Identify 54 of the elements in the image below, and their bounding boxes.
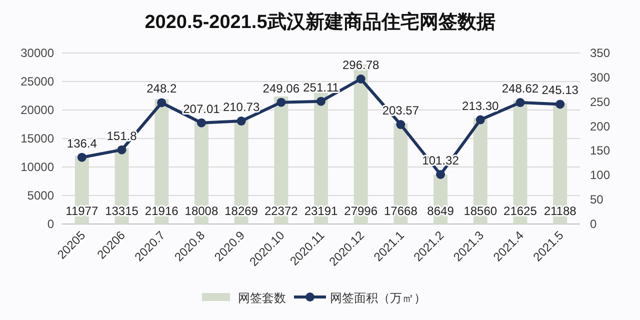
data-label: 18008 — [184, 204, 218, 218]
point — [316, 96, 326, 106]
point — [396, 120, 406, 130]
y-tick-label: 20000 — [20, 103, 54, 117]
point — [77, 152, 86, 162]
point — [236, 116, 246, 126]
data-label: 13315 — [105, 204, 139, 218]
data-label: 248.2 — [146, 82, 177, 96]
legend-label: 网签套数 — [238, 291, 286, 305]
data-label: 22372 — [264, 204, 298, 218]
data-label: 251.11 — [303, 80, 340, 94]
data-label: 136.4 — [66, 136, 98, 150]
y2-tick-label: 150 — [590, 144, 610, 158]
data-label: 21916 — [144, 204, 179, 218]
data-label: 17668 — [384, 204, 418, 218]
y-tick-label: 0 — [47, 217, 54, 231]
data-label: 248.62 — [502, 82, 539, 96]
point — [276, 98, 286, 107]
data-label: 8649 — [427, 204, 454, 218]
data-label: 210.73 — [222, 100, 260, 114]
y-tick-label: 5000 — [27, 188, 54, 202]
y2-tick-label: 300 — [590, 70, 610, 84]
point — [436, 170, 446, 179]
point — [556, 100, 565, 109]
data-label: 296.78 — [342, 58, 380, 72]
data-label: 27996 — [344, 204, 378, 218]
data-label: 245.13 — [542, 83, 579, 98]
point — [356, 74, 366, 84]
y-tick-label: 10000 — [20, 160, 54, 174]
data-label: 23191 — [304, 204, 338, 218]
y-tick-label: 25000 — [20, 74, 54, 88]
point — [516, 98, 525, 108]
point — [476, 115, 485, 124]
point — [117, 145, 126, 154]
data-label: 21188 — [544, 204, 577, 218]
data-label: 207.01 — [183, 102, 220, 116]
y2-tick-label: 100 — [590, 168, 610, 182]
data-label: 213.30 — [462, 98, 500, 113]
y-tick-label: 30000 — [20, 46, 54, 60]
y2-tick-label: 50 — [590, 192, 604, 207]
data-label: 18560 — [464, 204, 498, 218]
legend-label: 网签面积（万㎡） — [330, 291, 426, 305]
y2-tick-label: 0 — [590, 217, 597, 231]
data-label: 11977 — [66, 204, 98, 218]
data-label: 21625 — [504, 204, 538, 218]
y2-tick-label: 350 — [590, 46, 610, 60]
data-label: 18269 — [224, 204, 258, 218]
point — [157, 98, 166, 108]
point — [196, 118, 206, 128]
y2-tick-label: 200 — [590, 119, 610, 134]
data-label: 249.06 — [262, 81, 300, 96]
chart-title: 2020.5-2021.5武汉新建商品住宅网签数据 — [144, 11, 496, 33]
y2-tick-label: 250 — [590, 94, 610, 109]
y-tick-label: 15000 — [20, 132, 54, 146]
